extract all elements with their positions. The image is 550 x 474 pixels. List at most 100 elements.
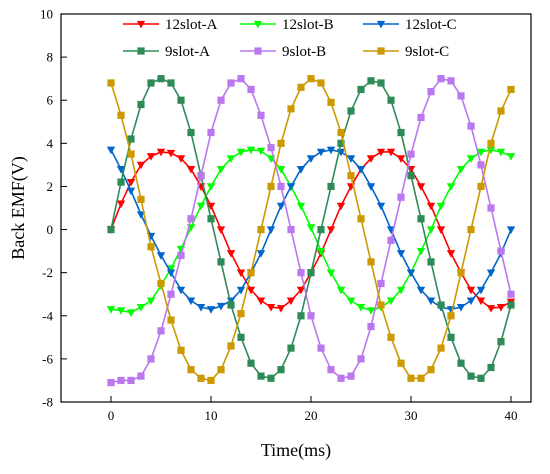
data-point <box>226 250 236 258</box>
data-point <box>127 150 135 158</box>
data-point <box>306 155 316 163</box>
data-point <box>266 226 276 234</box>
data-point <box>507 85 515 94</box>
data-point <box>326 146 336 155</box>
data-point <box>406 269 416 278</box>
data-point <box>486 269 496 278</box>
data-point <box>307 269 315 277</box>
data-point <box>196 202 206 211</box>
data-point <box>287 105 295 113</box>
data-point <box>167 290 175 298</box>
data-point <box>107 379 115 387</box>
data-point <box>417 215 425 223</box>
y-tick-label: -8 <box>42 395 53 410</box>
data-point <box>366 155 376 163</box>
data-point <box>207 376 215 385</box>
data-point <box>316 247 326 256</box>
legend-label: 9slot-A <box>165 44 210 60</box>
data-point <box>257 372 265 380</box>
data-point <box>296 166 306 174</box>
legend-entry: 12slot-C <box>363 17 457 33</box>
data-point <box>167 316 175 324</box>
data-point <box>366 307 376 315</box>
y-tick-label: 2 <box>47 179 54 194</box>
data-point <box>326 226 336 234</box>
data-point <box>256 250 266 258</box>
legend-label: 12slot-A <box>165 17 218 33</box>
data-point <box>107 79 115 87</box>
data-point <box>437 301 445 309</box>
data-point <box>236 148 246 157</box>
data-point <box>267 374 275 382</box>
data-point <box>177 96 185 104</box>
data-point <box>367 322 375 331</box>
data-point <box>277 139 285 147</box>
data-point <box>437 344 445 352</box>
data-point <box>436 226 446 234</box>
data-point <box>456 166 466 174</box>
data-point <box>286 297 296 306</box>
data-point <box>247 85 255 94</box>
legend-marker <box>254 47 262 55</box>
data-point <box>487 204 495 212</box>
data-point <box>317 225 325 234</box>
data-point <box>157 75 165 83</box>
data-point <box>477 374 485 382</box>
data-point <box>287 225 295 234</box>
data-point <box>467 225 475 234</box>
data-point <box>367 77 375 85</box>
data-point <box>476 148 486 157</box>
data-point <box>187 215 195 223</box>
legend-label: 9slot-C <box>405 44 449 60</box>
data-point <box>417 374 425 382</box>
data-point <box>486 305 496 313</box>
data-point <box>357 85 365 94</box>
data-point <box>277 182 285 191</box>
data-point <box>416 183 426 191</box>
data-point <box>487 363 495 372</box>
data-point <box>137 372 145 380</box>
legend-label: 12slot-B <box>282 17 334 33</box>
data-point <box>407 374 415 382</box>
data-point <box>267 182 275 191</box>
data-point <box>217 96 225 104</box>
data-point <box>357 215 365 223</box>
data-point <box>156 252 166 260</box>
series-layer <box>106 75 516 387</box>
data-point <box>207 128 215 137</box>
data-point <box>227 301 235 309</box>
data-point <box>397 359 405 367</box>
data-point <box>136 161 146 170</box>
data-point <box>197 374 205 382</box>
legend-marker <box>253 20 263 29</box>
series-12slot-A <box>106 148 516 313</box>
data-point <box>387 236 395 244</box>
data-point <box>227 79 235 87</box>
data-point <box>336 286 346 295</box>
data-point <box>377 79 385 87</box>
legend-marker <box>376 20 386 29</box>
data-point <box>496 148 506 157</box>
data-point <box>127 376 135 385</box>
data-point <box>457 269 465 277</box>
data-point <box>367 258 375 266</box>
data-point <box>407 172 415 180</box>
data-point <box>346 297 356 306</box>
data-point <box>336 202 346 211</box>
data-point <box>456 304 466 312</box>
data-point <box>216 226 226 234</box>
legend-marker <box>137 47 145 55</box>
data-point <box>287 344 295 352</box>
data-point <box>246 286 256 295</box>
data-point <box>136 304 146 312</box>
data-point <box>457 359 465 367</box>
data-point <box>317 79 325 87</box>
data-point <box>396 286 406 295</box>
data-point <box>506 226 516 234</box>
data-point <box>447 77 455 85</box>
data-point <box>146 153 156 161</box>
data-point <box>347 172 355 180</box>
data-point <box>316 148 326 157</box>
data-point <box>387 333 395 341</box>
data-point <box>426 226 436 234</box>
